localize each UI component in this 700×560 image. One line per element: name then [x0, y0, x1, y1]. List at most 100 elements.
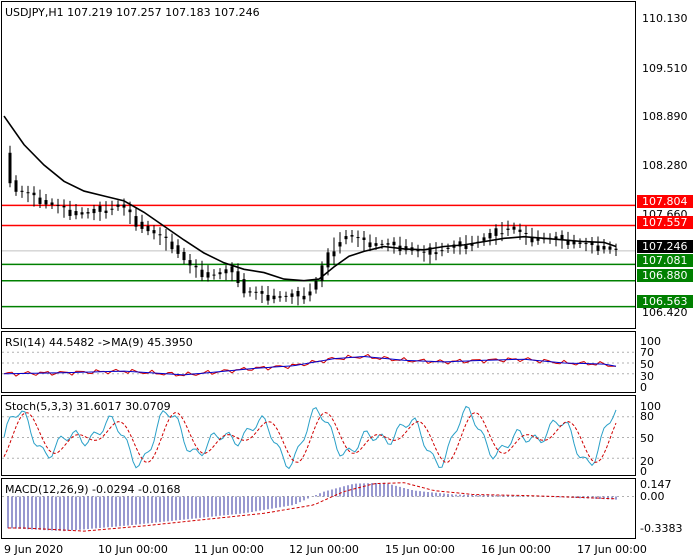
candle-body	[404, 246, 408, 251]
candle-body	[170, 241, 174, 250]
candle-body	[86, 212, 90, 214]
candle-body	[434, 252, 438, 255]
candle-body	[284, 295, 288, 297]
rsi-tick-label: 50	[640, 358, 654, 371]
candle-body	[128, 209, 132, 213]
candle-body	[92, 208, 96, 214]
rsi-y-axis: 100 70 50 30 0	[640, 335, 661, 394]
main-panel[interactable]	[1, 1, 636, 329]
svg-text:106.563: 106.563	[642, 295, 688, 308]
candle-body	[50, 202, 54, 205]
candle-body	[584, 243, 588, 245]
candle-body	[566, 239, 570, 245]
candle-body	[470, 244, 474, 246]
rsi-panel[interactable]	[1, 331, 636, 393]
candle-body	[524, 232, 528, 234]
candle-body	[392, 241, 396, 246]
candle-body	[8, 152, 12, 184]
macd-panel[interactable]	[1, 478, 636, 539]
candle-body	[308, 291, 312, 296]
rsi-layer	[2, 351, 635, 377]
x-tick-label: 12 Jun 00:00	[289, 543, 359, 556]
candle-body	[98, 205, 102, 212]
candle-body	[494, 228, 498, 236]
candle-body	[188, 260, 192, 266]
candle-body	[146, 225, 150, 232]
candle-body	[176, 245, 180, 254]
stoch-tick-label: 100	[640, 400, 661, 413]
stoch-panel[interactable]	[1, 395, 636, 476]
candle-body	[464, 245, 468, 249]
candle-body	[290, 293, 294, 297]
x-tick-label: 11 Jun 00:00	[194, 543, 264, 556]
stoch-y-axis: 100 80 50 20 0	[640, 400, 661, 478]
candle-body	[422, 251, 426, 253]
candle-body	[158, 234, 162, 236]
candle-body	[482, 237, 486, 241]
x-tick-label: 9 Jun 2020	[4, 543, 63, 556]
candle-body	[206, 272, 210, 278]
macd-tick-label: 0.00	[640, 490, 665, 503]
stoch-tick-label: 80	[640, 410, 654, 423]
candle-body	[590, 241, 594, 246]
macd-signal-line	[8, 482, 617, 532]
candle-body	[104, 210, 108, 213]
candle-body	[536, 237, 540, 241]
candle-body	[38, 197, 42, 204]
candle-body	[260, 291, 264, 294]
x-tick-label: 10 Jun 00:00	[98, 543, 168, 556]
candle-body	[182, 251, 186, 261]
candle-body	[110, 208, 114, 210]
rsi-tick-label: 30	[640, 370, 654, 383]
candle-body	[500, 233, 504, 235]
moving-average-line	[3, 115, 617, 282]
candle-body	[344, 236, 348, 240]
candle-body	[506, 228, 510, 230]
stoch-k-line	[3, 405, 617, 470]
macd-title: MACD(12,26,9) -0.0294 -0.0168	[5, 483, 180, 496]
level-badge: 107.804	[637, 195, 693, 208]
candle-body	[134, 216, 138, 227]
svg-text:107.804: 107.804	[642, 195, 688, 208]
candle-body	[326, 252, 330, 268]
candle-body	[266, 294, 270, 301]
y-tick-label: 106.420	[642, 306, 688, 319]
candle-body	[224, 269, 228, 274]
level-badge: 106.563	[637, 295, 693, 308]
candle-body	[512, 226, 516, 230]
svg-text:107.246: 107.246	[642, 240, 688, 253]
candle-body	[314, 281, 318, 290]
rsi-tick-label: 0	[640, 381, 647, 394]
candle-body	[530, 236, 534, 243]
candle-body	[350, 235, 354, 237]
rsi-title: RSI(14) 44.5482 ->MA(9) 45.3950	[5, 336, 193, 349]
stoch-title: Stoch(5,3,3) 31.6017 30.0709	[5, 400, 171, 413]
candle-body	[254, 291, 258, 293]
y-tick-label: 110.130	[642, 12, 688, 25]
candle-body	[428, 247, 432, 255]
candle-body	[140, 221, 144, 229]
candle-body	[356, 237, 360, 239]
candle-body	[296, 290, 300, 297]
candle-body	[578, 242, 582, 244]
candle-body	[302, 295, 306, 300]
svg-text:107.081: 107.081	[642, 254, 688, 267]
candle-body	[362, 237, 366, 240]
candle-body	[380, 243, 384, 245]
main-price-layer	[2, 115, 635, 308]
candle-body	[56, 204, 60, 206]
candle-body	[200, 269, 204, 278]
candle-body	[386, 243, 390, 245]
candle-body	[458, 241, 462, 247]
svg-text:106.880: 106.880	[642, 269, 688, 282]
candle-body	[374, 243, 378, 246]
svg-text:107.557: 107.557	[642, 216, 688, 229]
candle-body	[74, 211, 78, 216]
macd-tick-label: -0.3383	[640, 522, 682, 535]
candle-body	[446, 247, 450, 249]
level-badge: 107.557	[637, 216, 693, 229]
level-badge: 107.081	[637, 254, 693, 267]
rsi-line	[3, 353, 617, 377]
candle-body	[242, 279, 246, 294]
